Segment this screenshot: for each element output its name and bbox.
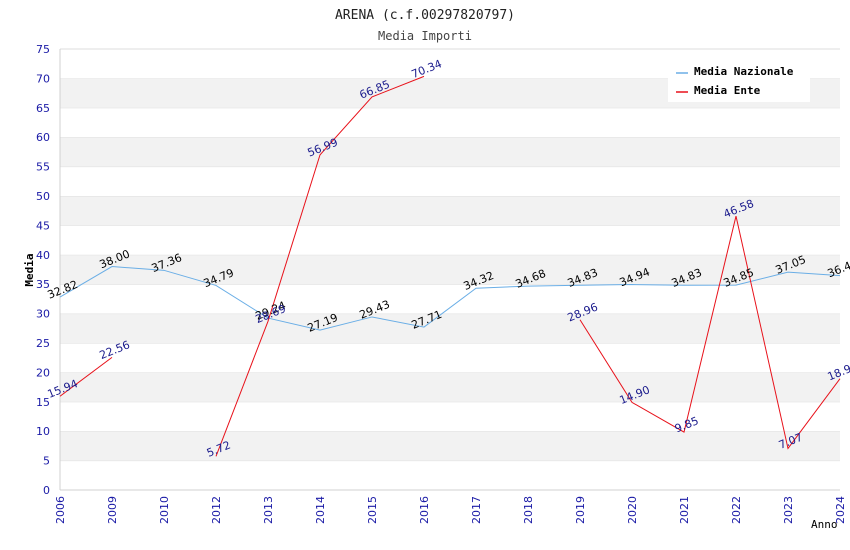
series-group: [59, 75, 841, 457]
grid-band: [60, 343, 840, 373]
grid-band: [60, 401, 840, 432]
y-tick-label: 75: [36, 43, 50, 56]
x-tick-label: 2009: [106, 496, 119, 524]
x-tick-label: 2021: [678, 496, 691, 524]
y-tick-label: 35: [36, 278, 50, 291]
y-tick-label: 10: [36, 425, 50, 438]
grid-band: [60, 254, 840, 285]
grid-band: [60, 460, 840, 490]
x-tick-label: 2022: [730, 496, 743, 524]
x-tick-label: 2010: [158, 496, 171, 524]
grid-band: [60, 196, 840, 226]
grid-band: [60, 284, 840, 314]
y-tick-label: 30: [36, 308, 50, 321]
x-tick-label: 2016: [418, 496, 431, 524]
grid-bands: [60, 48, 840, 490]
legend-label-media-nazionale: Media Nazionale: [694, 65, 794, 78]
series-line-media-ente: [215, 75, 425, 457]
grid-band: [60, 137, 840, 167]
legend-label-media-ente: Media Ente: [694, 84, 761, 97]
x-tick-label: 2014: [314, 496, 327, 524]
x-tick-label: 2017: [470, 496, 483, 524]
grid-band: [60, 107, 840, 138]
grid-band: [60, 372, 840, 402]
y-tick-label: 25: [36, 337, 50, 350]
grid-band: [60, 166, 840, 196]
series-line-media-ente: [59, 356, 113, 397]
y-tick-label: 5: [43, 455, 50, 468]
y-tick-label: 45: [36, 219, 50, 232]
legend: Media Nazionale Media Ente: [668, 60, 810, 102]
x-tick-label: 2013: [262, 496, 275, 524]
x-tick-label: 2023: [782, 496, 795, 524]
x-tick-labels: 2006 2009 2010 2012 2013 2014 2015 2016 2017 2018…: [54, 496, 847, 524]
y-tick-label: 65: [36, 102, 50, 115]
y-tick-label: 20: [36, 366, 50, 379]
x-tick-label: 2020: [626, 496, 639, 524]
y-tick-label: 70: [36, 72, 50, 85]
x-tick-label: 2006: [54, 496, 67, 524]
y-tick-label: 50: [36, 190, 50, 203]
y-tick-label: 40: [36, 249, 50, 262]
chart-title: ARENA (c.f.00297820797): [335, 8, 515, 23]
grid-band: [60, 225, 840, 255]
y-tick-label: 15: [36, 396, 50, 409]
legend-box: [668, 60, 810, 102]
x-tick-label: 2024: [834, 496, 847, 524]
x-tick-label: 2019: [574, 496, 587, 524]
y-tick-label: 60: [36, 131, 50, 144]
series-line-media-ente: [579, 215, 841, 450]
y-tick-label: 55: [36, 161, 50, 174]
series-line-media-nazionale: [59, 266, 841, 331]
grid-band: [60, 431, 840, 461]
grid-band: [60, 313, 840, 343]
chart-subtitle: Media Importi: [378, 29, 472, 43]
y-axis-label: Media: [23, 253, 36, 286]
x-tick-label: 2018: [522, 496, 535, 524]
x-tick-label: 2012: [210, 496, 223, 524]
axes: [59, 49, 840, 491]
x-tick-label: 2015: [366, 496, 379, 524]
y-tick-label: 0: [43, 484, 50, 497]
x-axis-label: Anno: [811, 518, 838, 531]
y-tick-labels: 0 5 10 15 20 25 30 35 40 45 50 55 60 65 70 75: [36, 43, 50, 497]
